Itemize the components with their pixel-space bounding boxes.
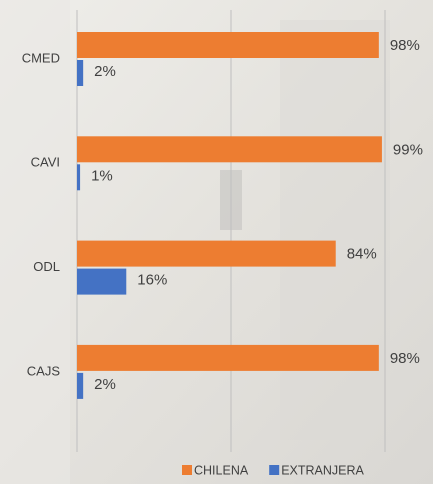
- data-label: 98%: [390, 350, 420, 367]
- bar: [77, 136, 382, 163]
- data-label: 2%: [94, 63, 116, 80]
- legend-swatch: [182, 465, 192, 475]
- background-shade: [280, 20, 390, 440]
- legend-swatch: [269, 465, 280, 475]
- data-label: 1%: [91, 167, 113, 184]
- bar: [77, 268, 127, 295]
- bar: [77, 240, 336, 267]
- bar: [77, 372, 84, 399]
- y-tick-label: CAJS: [27, 363, 61, 378]
- bar: [77, 164, 81, 191]
- legend-label: EXTRANJERA: [281, 463, 364, 477]
- legend-label: CHILENA: [194, 463, 249, 477]
- data-label: 2%: [94, 376, 116, 393]
- bar: [77, 32, 379, 58]
- bar: [77, 60, 84, 86]
- y-tick-label: CAVI: [31, 155, 60, 170]
- data-label: 98%: [390, 37, 420, 54]
- data-label: 84%: [347, 246, 377, 263]
- y-tick-label: ODL: [33, 259, 60, 274]
- data-label: 99%: [393, 141, 423, 158]
- bar: [77, 344, 379, 371]
- background-shade: [0, 0, 70, 484]
- data-label: 16%: [137, 272, 167, 289]
- y-tick-label: CMED: [22, 50, 60, 65]
